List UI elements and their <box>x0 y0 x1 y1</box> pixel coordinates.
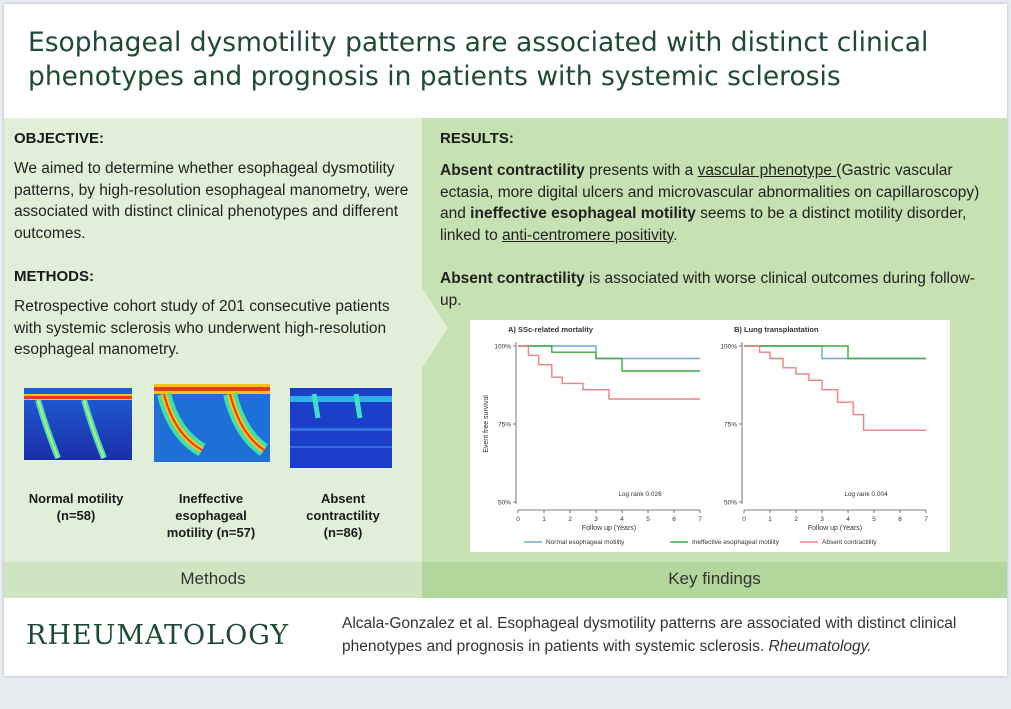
divider-arrow-shape <box>422 288 448 368</box>
panel-title-0: A) SSc-related mortality <box>508 325 594 334</box>
methods-panel: OBJECTIVE: We aimed to determine whether… <box>4 118 422 598</box>
y-tick-label-1-0: 50% <box>724 500 737 507</box>
results-heading: RESULTS: <box>440 130 514 147</box>
legend-label-2: Absent contractility <box>822 539 877 546</box>
x-tick-label-1-0: 0 <box>742 516 746 523</box>
x-tick-label-0-6: 6 <box>672 516 676 523</box>
results-paragraph-1: Absent contractility presents with a vas… <box>440 162 980 244</box>
ineffective-motility-manometry-image <box>154 384 270 462</box>
series-line-1-0 <box>744 345 926 360</box>
y-tick-label-0-1: 75% <box>498 422 511 429</box>
x-axis-label-0: Follow up (Years) <box>582 525 636 532</box>
panel-divider-arrow <box>422 288 448 368</box>
x-tick-label-1-5: 5 <box>872 516 876 523</box>
legend-label-0: Normal esophageal motility <box>546 539 625 546</box>
abstract-card: Esophageal dysmotility patterns are asso… <box>4 4 1007 676</box>
log-rank-annotation-1: Log rank 0.004 <box>844 491 888 498</box>
methods-footer: Methods <box>4 562 422 598</box>
y-tick-label-1-1: 75% <box>724 422 737 429</box>
methods-text: Retrospective cohort study of 201 consec… <box>14 298 390 358</box>
objective-heading: OBJECTIVE: <box>14 130 105 147</box>
key-findings-footer: Key findings <box>422 562 1007 598</box>
y-tick-label-1-2: 100% <box>720 344 737 351</box>
series-line-0-2 <box>518 345 700 400</box>
panel-title-1: B) Lung transplantation <box>734 325 819 334</box>
series-line-1-1 <box>744 345 926 360</box>
group-label-absent: Absent contractility (n=86) <box>306 491 380 540</box>
results-paragraph-2: Absent contractility is associated with … <box>440 270 975 309</box>
x-tick-label-1-7: 7 <box>924 516 928 523</box>
y-axis-label: Event free survival <box>483 395 490 453</box>
results-panel: RESULTS: Absent contractility presents w… <box>422 118 1007 598</box>
normal-motility-manometry-image <box>24 388 132 460</box>
methods-footer-label: Methods <box>180 569 246 588</box>
y-tick-label-0-0: 50% <box>498 500 511 507</box>
x-tick-label-0-4: 4 <box>620 516 624 523</box>
x-tick-label-1-3: 3 <box>820 516 824 523</box>
y-tick-label-0-2: 100% <box>494 344 511 351</box>
x-tick-label-0-2: 2 <box>568 516 572 523</box>
x-tick-label-1-4: 4 <box>846 516 850 523</box>
key-findings-footer-label: Key findings <box>668 569 761 588</box>
survival-chart: A) SSc-related mortality 50% 75% 100% 0 1 2 3 4 5… <box>470 320 950 552</box>
methods-heading: METHODS: <box>14 268 94 285</box>
x-tick-label-0-5: 5 <box>646 516 650 523</box>
group-label-normal: Normal motility (n=58) <box>28 491 124 523</box>
series-line-0-0 <box>518 345 700 360</box>
x-tick-label-0-3: 3 <box>594 516 598 523</box>
x-tick-label-0-7: 7 <box>698 516 702 523</box>
x-tick-label-1-6: 6 <box>898 516 902 523</box>
objective-text: We aimed to determine whether esophageal… <box>14 160 409 242</box>
absent-contractility-manometry-image <box>290 388 392 468</box>
group-label-ineffective: Ineffective esophageal motility (n=57) <box>166 491 256 540</box>
journal-logo: RHEUMATOLOGY <box>26 620 290 651</box>
x-axis-label-1: Follow up (Years) <box>808 525 862 532</box>
log-rank-annotation-0: Log rank 0.026 <box>618 491 662 498</box>
x-tick-label-1-2: 2 <box>794 516 798 523</box>
survival-chart-svg: A) SSc-related mortality 50% 75% 100% 0 1 2 3 4 5… <box>483 325 928 546</box>
legend-label-1: Ineffective esophageal motility <box>692 539 780 546</box>
x-tick-label-0-0: 0 <box>516 516 520 523</box>
series-line-1-2 <box>744 345 926 431</box>
citation: Alcala-Gonzalez et al. Esophageal dysmot… <box>342 615 957 655</box>
page-title: Esophageal dysmotility patterns are asso… <box>28 27 929 92</box>
series-line-0-1 <box>518 345 700 372</box>
x-tick-label-1-1: 1 <box>768 516 772 523</box>
x-tick-label-0-1: 1 <box>542 516 546 523</box>
